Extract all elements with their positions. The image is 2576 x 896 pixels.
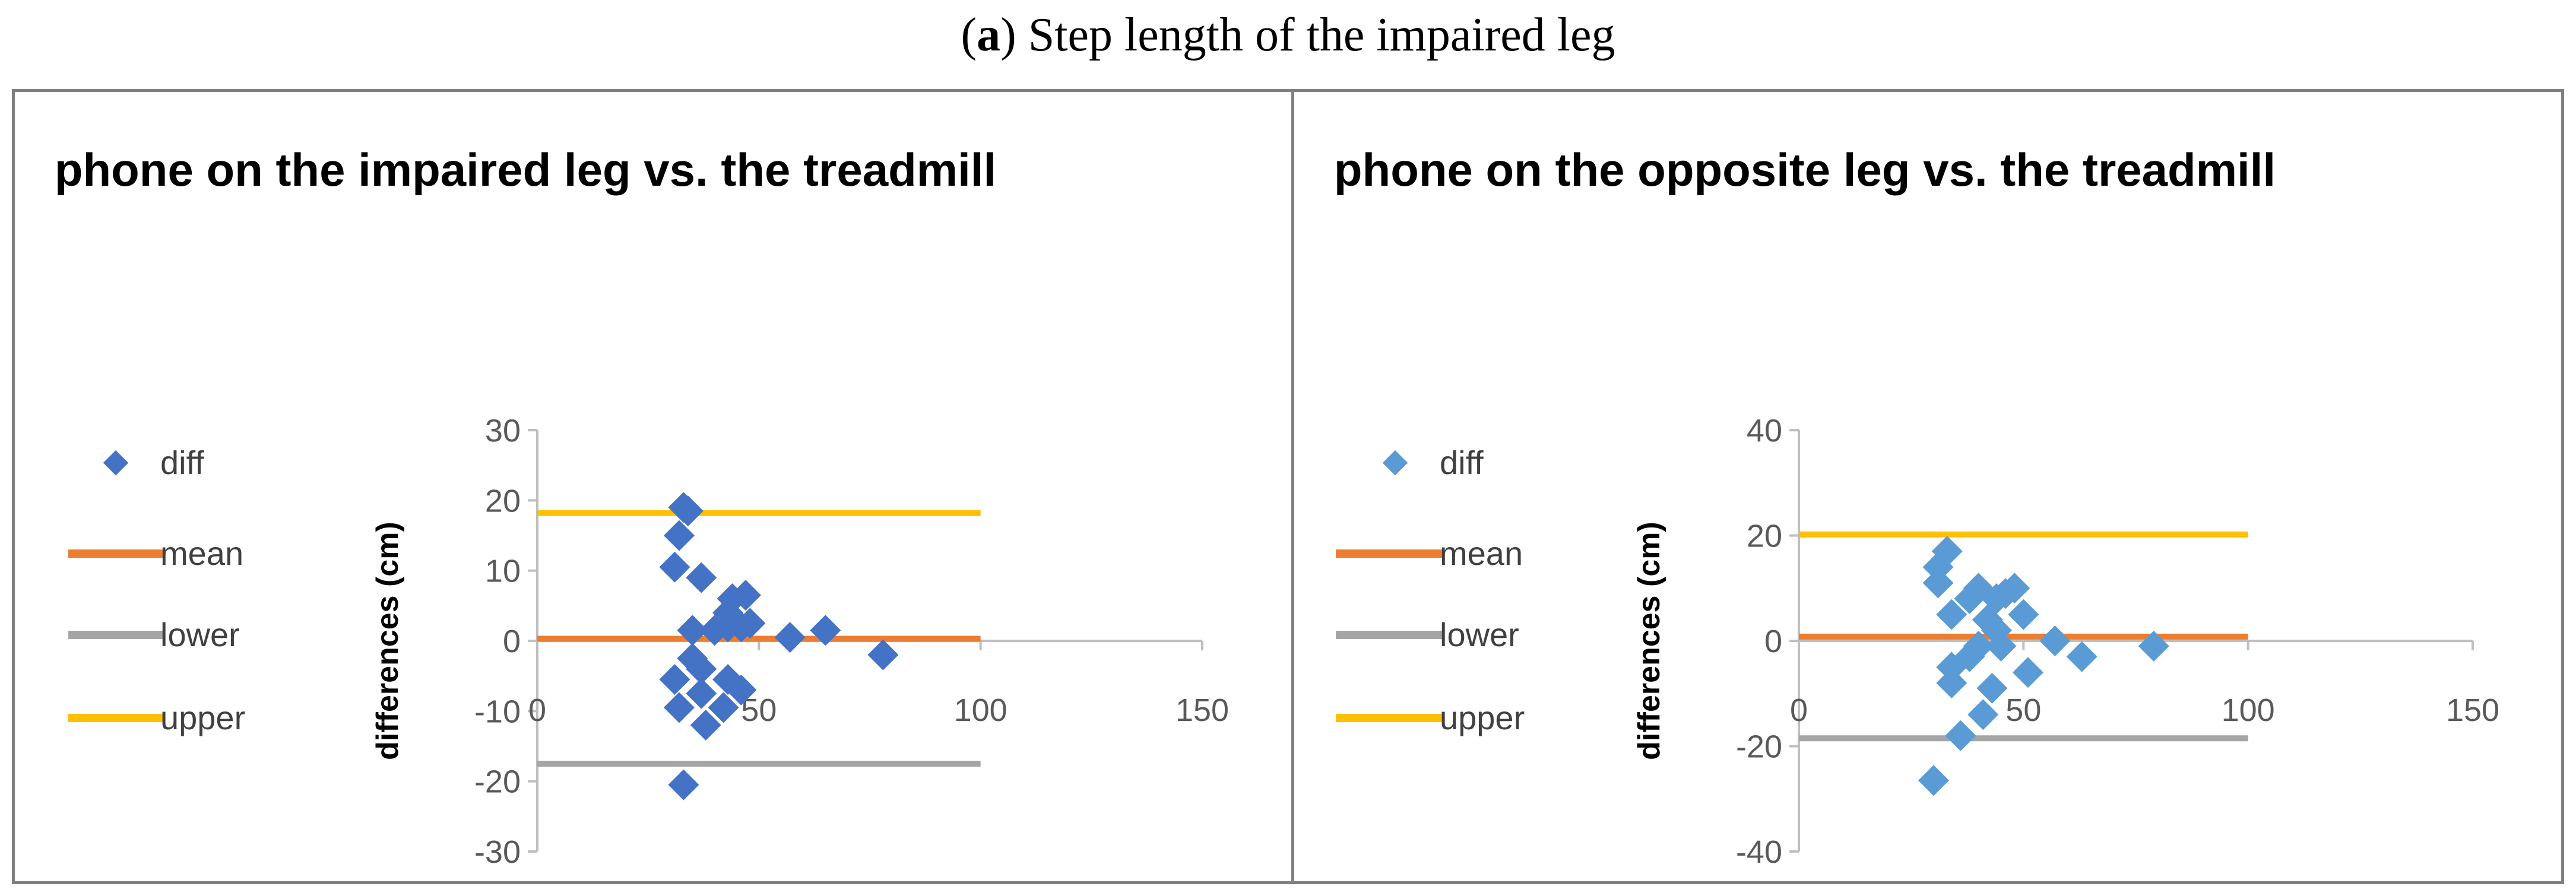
diff-point [686,653,717,685]
diff-point [668,769,699,800]
diff-point [672,495,704,527]
figure-frame: phone on the impaired leg vs. the treadm… [12,89,2564,884]
diff-point [2039,625,2071,656]
chart-panel-left: phone on the impaired leg vs. the treadm… [15,92,1288,881]
x-tick-label: 150 [1175,692,1229,728]
caption-letter: a [977,9,1001,61]
y-axis-title: differences (cm) [370,522,405,760]
legend-label-diff: diff [1440,444,1484,481]
chart-title: phone on the impaired leg vs. the treadm… [54,144,997,196]
diff-point [2138,630,2169,662]
y-tick-label: -20 [474,764,521,800]
diff-point [1918,765,1949,796]
x-tick-label: 150 [2446,692,2499,728]
diff-point [1963,630,1994,662]
diff-point [1954,641,1985,672]
x-tick-label: 0 [1790,692,1808,728]
legend [68,450,163,722]
legend-label-mean: mean [160,535,244,572]
y-axis-title: differences (cm) [1632,522,1666,760]
y-tick-label: -20 [1736,729,1782,765]
y-tick-label: 10 [485,554,521,589]
diff-point [1922,551,1954,583]
plot-area: -30-20-100102030050100150means (cm)diffe… [370,413,1229,881]
y-tick-label: 20 [485,483,521,519]
diff-point [663,692,695,723]
diff-point [2066,641,2097,672]
diff-point [686,678,717,709]
plot-area: -40-2002040050100150means (cm)difference… [1632,413,2499,881]
diff-point [1954,583,1985,614]
y-tick-label: 30 [485,413,521,449]
diff-point [867,639,899,671]
diff-point [2012,657,2043,688]
y-tick-label: 20 [1747,519,1782,554]
y-tick-label: -40 [1736,834,1782,870]
legend-label-mean: mean [1440,535,1523,572]
chart-panel-right: phone on the opposite leg vs. the treadm… [1294,92,2568,881]
legend-label-upper: upper [1440,699,1525,736]
y-tick-label: 40 [1747,413,1782,449]
legend-label-upper: upper [160,699,246,736]
legend-label-diff: diff [160,444,204,481]
diff-point [774,622,806,653]
diff-point [1922,567,1954,599]
diff-point [659,551,690,583]
legend-marker-diff [1382,450,1408,476]
chart-svg: -30-20-100102030050100150means (cm)diffe… [68,413,1229,881]
x-tick-label: 50 [2005,692,2041,728]
x-tick-label: 100 [2222,692,2275,728]
y-tick-label: 0 [1764,624,1782,659]
diff-point [708,692,739,723]
legend-label-lower: lower [160,616,240,653]
diff-point [659,664,690,695]
diff-point [725,674,757,706]
diff-point [1985,630,2017,662]
caption-text: Step length of the impaired leg [1028,9,1615,61]
diff-point [1976,672,2008,704]
panel-divider [1291,92,1294,881]
diff-point [2008,599,2039,630]
diff-point [1990,578,2021,609]
diff-point [677,615,708,646]
figure-caption: (a) Step length of the impaired leg [961,9,1615,61]
legend-label-lower: lower [1440,616,1519,653]
diff-point [734,608,766,639]
diff-point [1967,699,1999,730]
diff-point [1945,720,1976,751]
diff-point [686,562,717,593]
legend [1336,450,1443,722]
diff-point [810,615,841,646]
y-tick-label: -10 [474,694,521,729]
diff-point [1936,668,1967,698]
y-tick-label: -30 [474,834,521,870]
diff-point [690,710,721,741]
x-tick-label: 100 [954,692,1007,728]
x-tick-label: 0 [528,692,546,728]
chart-svg: -40-2002040050100150means (cm)difference… [1336,413,2499,881]
diff-point [1936,652,1967,683]
diff-point [1936,599,1967,630]
diff-point [663,520,695,551]
chart-title: phone on the opposite leg vs. the treadm… [1333,144,2276,196]
legend-marker-diff [103,450,129,476]
y-tick-label: 0 [503,624,521,659]
